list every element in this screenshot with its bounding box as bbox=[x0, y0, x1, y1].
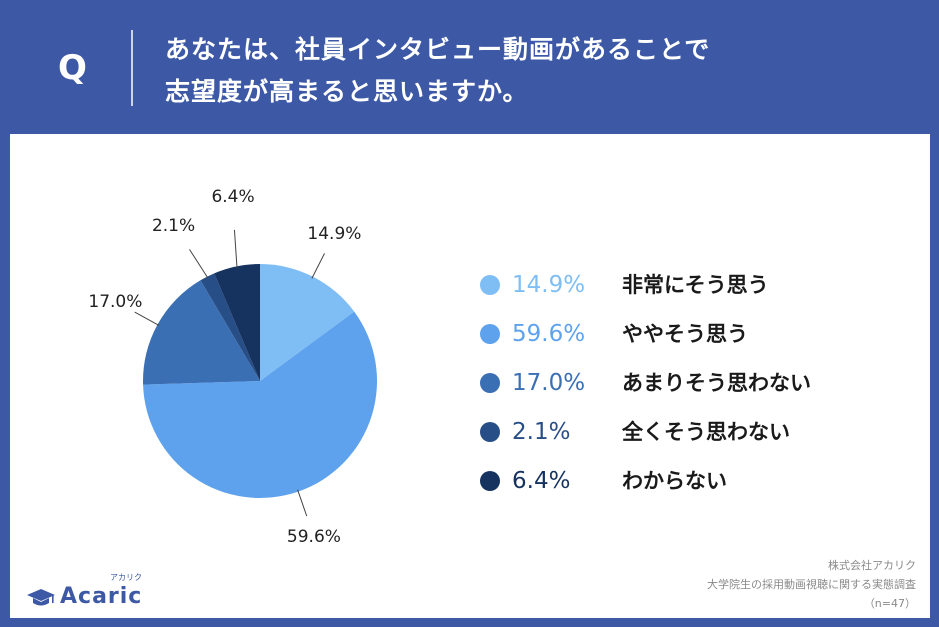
legend-dot bbox=[480, 373, 500, 393]
pie-slice bbox=[143, 280, 260, 385]
pie-chart bbox=[134, 229, 377, 517]
legend-item: 14.9% 非常にそう思う bbox=[480, 270, 900, 300]
pie-slice bbox=[143, 311, 377, 499]
source-company: 株式会社アカリク bbox=[828, 559, 916, 572]
pie-leader-line bbox=[233, 229, 238, 269]
acaric-logo: Acaric アカリク bbox=[26, 573, 156, 614]
question-line-1: あなたは、社員インタビュー動画があることで bbox=[165, 35, 711, 64]
pie-leader-line bbox=[189, 249, 209, 279]
pie-slice bbox=[200, 273, 260, 381]
source-sample: （n=47） bbox=[863, 597, 916, 610]
legend-label: わからない bbox=[622, 469, 727, 493]
legend-dot bbox=[480, 422, 500, 442]
legend-dot bbox=[480, 275, 500, 295]
pie-slice-label: 6.4% bbox=[211, 187, 255, 208]
legend-label: ややそう思う bbox=[622, 322, 748, 346]
legend-percent: 17.0% bbox=[512, 370, 586, 396]
pie-slice-label: 2.1% bbox=[151, 215, 196, 236]
logo-text: Acaric bbox=[60, 584, 143, 609]
legend-dot bbox=[480, 324, 500, 344]
question-header: Q あなたは、社員インタビュー動画があることで 志望度が高まると思いますか。 bbox=[0, 0, 939, 133]
pie-leader-line bbox=[134, 311, 160, 327]
legend-item: 59.6% ややそう思う bbox=[480, 319, 900, 349]
legend-item: 2.1% 全くそう思わない bbox=[480, 417, 900, 447]
legend-percent: 14.9% bbox=[512, 272, 586, 298]
q-divider bbox=[131, 30, 133, 106]
graduation-cap-icon bbox=[27, 589, 55, 606]
q-mark: Q bbox=[58, 48, 87, 88]
legend-item: 17.0% あまりそう思わない bbox=[480, 368, 900, 398]
pie-slice-label: 17.0% bbox=[88, 291, 143, 312]
chart-panel: 14.9% 59.6% 17.0% 2.1% 6.4% 14.9% 非常にそう思う 59… bbox=[10, 134, 930, 618]
logo-kana: アカリク bbox=[110, 573, 142, 582]
source-note: 株式会社アカリク 大学院生の採用動画視聴に関する実態調査 （n=47） bbox=[707, 556, 916, 613]
legend-percent: 6.4% bbox=[512, 468, 571, 494]
legend-item: 6.4% わからない bbox=[480, 466, 900, 496]
legend-percent: 59.6% bbox=[512, 321, 586, 347]
pie-leader-line bbox=[297, 489, 308, 517]
pie-slice bbox=[214, 264, 260, 381]
legend-label: 非常にそう思う bbox=[622, 273, 769, 297]
legend-label: あまりそう思わない bbox=[622, 371, 811, 395]
pie-leader-line bbox=[311, 253, 325, 279]
pie-slice-label: 14.9% bbox=[307, 223, 362, 244]
legend-dot bbox=[480, 471, 500, 491]
source-survey: 大学院生の採用動画視聴に関する実態調査 bbox=[707, 578, 916, 591]
question-line-2: 志望度が高まると思いますか。 bbox=[165, 77, 529, 106]
legend-label: 全くそう思わない bbox=[622, 420, 790, 444]
pie-slice-label: 59.6% bbox=[286, 526, 341, 547]
legend-percent: 2.1% bbox=[512, 419, 571, 445]
pie-slice bbox=[260, 264, 355, 381]
